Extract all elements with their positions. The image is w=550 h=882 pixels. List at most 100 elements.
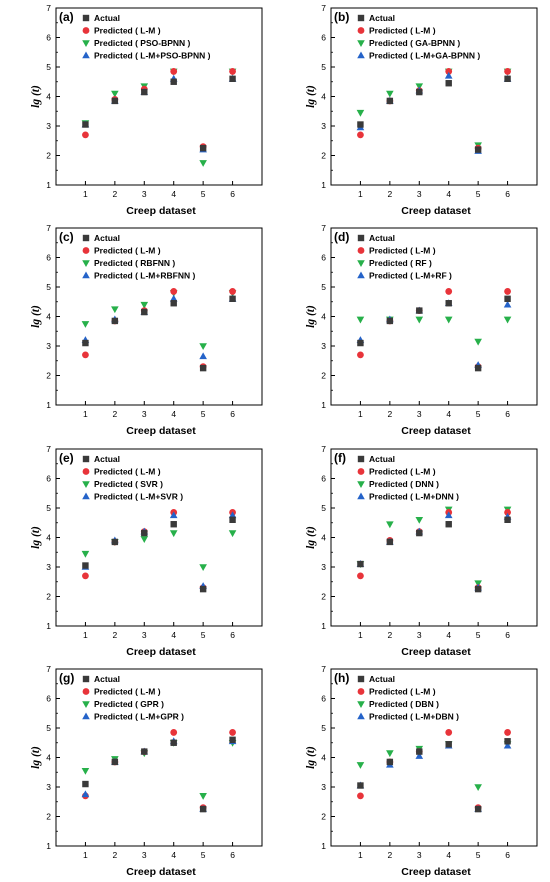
legend: Actual Predicted ( L-M ) Predicted ( DNN )… — [357, 454, 459, 502]
data-point — [503, 316, 512, 324]
x-tick-label: 1 — [83, 630, 88, 640]
data-point — [356, 316, 365, 324]
data-point — [141, 748, 148, 755]
data-point — [81, 550, 90, 558]
series-hybrid — [81, 294, 237, 360]
y-tick-label: 2 — [46, 592, 51, 602]
data-point — [356, 109, 365, 117]
data-point — [141, 529, 148, 537]
legend: Actual Predicted ( L-M ) Predicted ( DBN )… — [357, 674, 459, 722]
data-point — [82, 780, 89, 788]
data-point — [170, 521, 177, 528]
data-point — [170, 300, 177, 307]
x-tick-label: 4 — [446, 630, 451, 640]
y-tick-label: 3 — [46, 562, 51, 572]
legend-marker — [82, 455, 90, 463]
x-tick-label: 6 — [505, 189, 510, 199]
legend-entry: Predicted ( DNN ) — [369, 479, 439, 489]
scatter-chart: 1 2 3 4 5 6 7 1 2 3 4 5 6 Creep dataset lg (t) (c) Actua… — [30, 223, 263, 437]
legend-entry: Predicted ( L-M+PSO-BPNN ) — [94, 51, 211, 61]
legend-marker — [357, 40, 365, 47]
data-point — [111, 538, 119, 546]
chart-panel: 1 2 3 4 5 6 7 1 2 3 4 5 6 Creep dataset lg (t) (h) Actua… — [275, 661, 550, 881]
data-point — [111, 97, 119, 105]
data-point — [415, 316, 424, 324]
y-tick-label: 2 — [46, 151, 51, 161]
y-tick-label: 2 — [321, 812, 326, 822]
y-tick-label: 6 — [321, 474, 326, 484]
legend-entry: Predicted ( L-M ) — [94, 246, 161, 256]
legend-marker — [357, 712, 365, 720]
x-tick-label: 3 — [142, 850, 147, 860]
legend-marker — [82, 701, 90, 708]
series-hybrid — [356, 511, 512, 591]
legend-entry: Predicted ( L-M+RF ) — [369, 271, 452, 281]
legend-entry: Predicted ( L-M+GPR ) — [94, 712, 184, 722]
data-point — [416, 88, 423, 96]
x-axis-label: Creep dataset — [401, 425, 471, 437]
data-point — [82, 572, 89, 580]
series-hybrid — [356, 741, 512, 812]
y-axis-label: lg (t) — [305, 305, 317, 328]
data-point — [386, 538, 394, 546]
data-point — [169, 294, 178, 302]
data-point — [504, 295, 511, 302]
data-point — [170, 78, 177, 85]
legend-marker — [82, 492, 90, 500]
x-tick-label: 4 — [446, 189, 451, 199]
series-hybrid — [81, 737, 237, 812]
y-tick-label: 2 — [321, 592, 326, 602]
data-point — [474, 146, 482, 153]
series-actual — [82, 736, 236, 813]
data-point — [504, 738, 511, 745]
legend-entry: Predicted ( L-M ) — [369, 687, 436, 697]
y-tick-label: 3 — [46, 782, 51, 792]
data-point — [386, 750, 394, 758]
legend-entry: Actual — [94, 233, 120, 243]
legend: Actual Predicted ( L-M ) Predicted ( RF ) P… — [357, 233, 452, 281]
data-point — [141, 88, 148, 96]
data-point — [357, 572, 364, 580]
data-point — [229, 516, 236, 523]
legend-entry: Predicted ( L-M ) — [94, 687, 161, 697]
x-tick-label: 4 — [171, 189, 176, 199]
x-tick-label: 4 — [171, 630, 176, 640]
x-tick-label: 1 — [358, 850, 363, 860]
y-tick-label: 3 — [321, 121, 326, 131]
panel-label: (d) — [334, 230, 349, 244]
legend-entry: Predicted ( L-M ) — [94, 467, 161, 477]
x-tick-label: 4 — [171, 409, 176, 419]
y-tick-label: 7 — [321, 3, 326, 13]
data-point — [229, 729, 236, 736]
y-tick-label: 7 — [46, 3, 51, 13]
legend-entry: Actual — [369, 454, 395, 464]
series-model — [81, 290, 237, 350]
legend-entry: Actual — [94, 454, 120, 464]
data-point — [81, 321, 90, 328]
data-point — [445, 741, 452, 748]
x-tick-label: 3 — [417, 409, 422, 419]
y-axis-label: lg (t) — [305, 526, 317, 549]
data-point — [82, 131, 89, 139]
data-point — [504, 68, 511, 75]
series-hybrid — [356, 71, 512, 154]
legend-marker — [357, 51, 365, 59]
x-tick-label: 6 — [505, 850, 510, 860]
x-tick-label: 2 — [112, 409, 117, 419]
x-tick-label: 2 — [387, 630, 392, 640]
legend-entry: Predicted ( RBFNN ) — [94, 258, 175, 268]
chart-panel: 1 2 3 4 5 6 7 1 2 3 4 5 6 Creep dataset lg (t) (b) Actua… — [275, 0, 550, 220]
legend-marker — [82, 234, 90, 242]
legend-marker — [357, 492, 365, 500]
data-point — [504, 75, 511, 82]
data-point — [111, 317, 119, 325]
data-point — [444, 71, 453, 79]
series-lm — [82, 729, 236, 812]
chart-panel: 1 2 3 4 5 6 7 1 2 3 4 5 6 Creep dataset lg (t) (d) Actua… — [275, 220, 550, 440]
chart-panel: 1 2 3 4 5 6 7 1 2 3 4 5 6 Creep dataset lg (t) (c) Actua… — [0, 220, 275, 440]
data-point — [357, 782, 364, 789]
series-lm — [357, 68, 511, 152]
legend-entry: Actual — [369, 674, 395, 684]
y-tick-label: 4 — [321, 753, 326, 763]
y-tick-label: 5 — [46, 503, 51, 513]
